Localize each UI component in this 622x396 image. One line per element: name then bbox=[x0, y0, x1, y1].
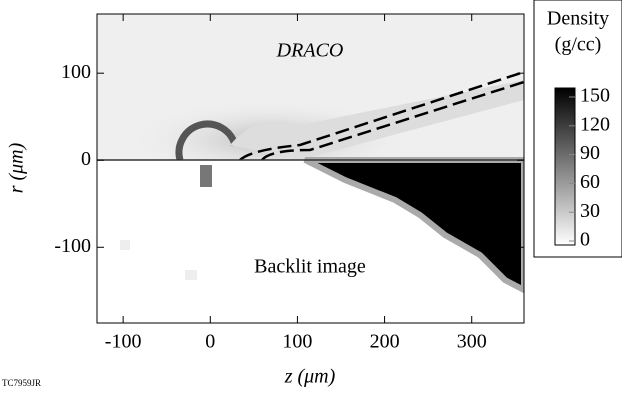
x-axis-label: z (μm) bbox=[284, 366, 336, 388]
y-tick-label: -100 bbox=[54, 235, 91, 257]
colorbar-tick-label: 60 bbox=[580, 171, 600, 193]
colorbar-box bbox=[533, 0, 622, 258]
y-tick-label: 100 bbox=[61, 61, 91, 83]
plot-frame bbox=[96, 13, 525, 324]
footnote: TC7959JR bbox=[2, 378, 41, 388]
y-axis-label: r (μm) bbox=[6, 142, 28, 193]
colorbar-tick-label: 30 bbox=[580, 200, 600, 222]
y-tick-label: 0 bbox=[81, 148, 91, 170]
colorbar-title: (g/cc) bbox=[555, 34, 602, 56]
annotation: DRACO bbox=[276, 40, 344, 62]
x-tick-label: 0 bbox=[205, 331, 215, 353]
x-tick-label: 100 bbox=[282, 331, 312, 353]
colorbar-tick-label: 150 bbox=[580, 85, 610, 107]
x-tick-label: 200 bbox=[370, 331, 400, 353]
colorbar-tick-label: 0 bbox=[580, 229, 590, 251]
colorbar-tick-label: 90 bbox=[580, 142, 600, 164]
colorbar-tick-label: 120 bbox=[580, 113, 610, 135]
colorbar-title: Density bbox=[547, 8, 609, 30]
x-tick-label: 300 bbox=[457, 331, 487, 353]
x-tick-label: -100 bbox=[105, 331, 142, 353]
annotation: Backlit image bbox=[254, 256, 366, 278]
colorbar bbox=[554, 87, 576, 246]
